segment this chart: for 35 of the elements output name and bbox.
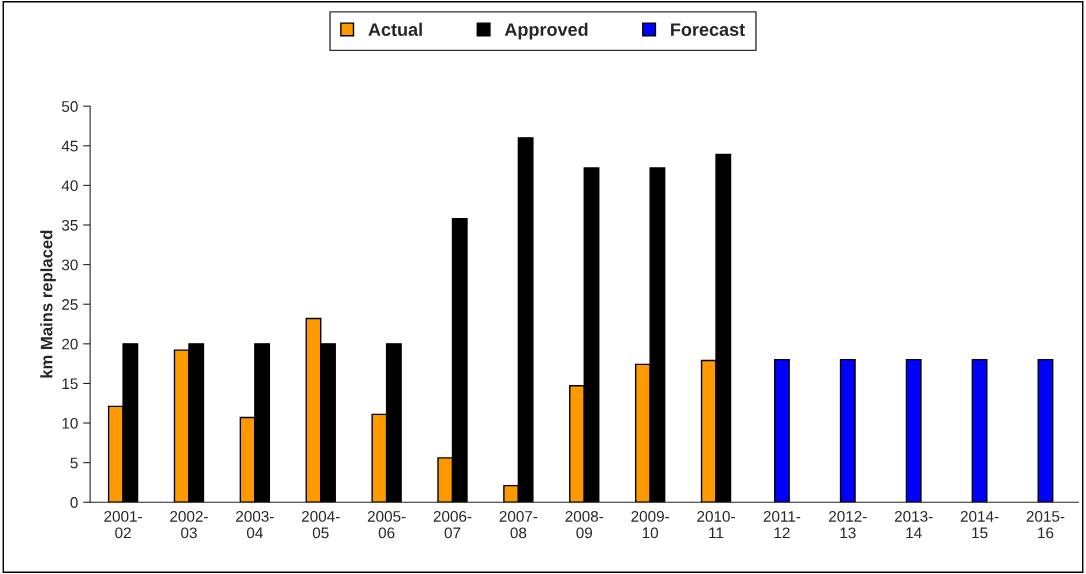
x-tick-label: 2013- 14 — [894, 510, 933, 539]
bar — [971, 358, 988, 503]
bar — [905, 358, 922, 503]
y-axis-title: km Mains replaced — [40, 230, 56, 378]
legend-label: Forecast — [671, 23, 745, 36]
y-tick-label: 10 — [62, 417, 78, 429]
x-tick-label: 2008- 09 — [565, 510, 604, 539]
x-tick-label: 2011- 12 — [763, 510, 801, 539]
y-tick-label: 45 — [61, 140, 78, 152]
x-tick-label: 2010- 11 — [697, 510, 735, 539]
y-tick-label: 15 — [62, 378, 78, 390]
y-tick-label: 35 — [61, 219, 78, 231]
x-tick-label: 2001- 02 — [104, 510, 142, 539]
x-tick-label: 2014- 15 — [960, 510, 999, 539]
y-tick-label: 20 — [62, 338, 78, 350]
x-tick-label: 2009- 10 — [631, 510, 670, 539]
y-tick-label: 5 — [70, 457, 78, 469]
bar — [773, 358, 790, 503]
y-tick-label: 0 — [70, 497, 78, 508]
x-tick-label: 2003- 04 — [236, 510, 274, 539]
y-tick-label: 40 — [61, 180, 78, 192]
legend-label: Actual — [368, 22, 422, 36]
x-tick-label: 2005- 06 — [367, 510, 406, 539]
x-tick-label: 2012- 13 — [829, 510, 867, 539]
x-tick-label: 2006- 07 — [433, 510, 472, 539]
bar — [1037, 358, 1054, 503]
y-tick-label: 50 — [61, 101, 78, 112]
x-tick-label: 2002- 03 — [170, 510, 208, 539]
x-tick-label: 2004- 05 — [301, 510, 340, 539]
legend-label: Approved — [504, 22, 588, 40]
y-tick-label: 30 — [61, 259, 78, 271]
y-tick-label: 25 — [62, 299, 78, 310]
x-tick-label: 2007- 08 — [499, 510, 538, 539]
x-tick-label: 2015- 16 — [1026, 510, 1065, 539]
bar — [839, 358, 856, 503]
